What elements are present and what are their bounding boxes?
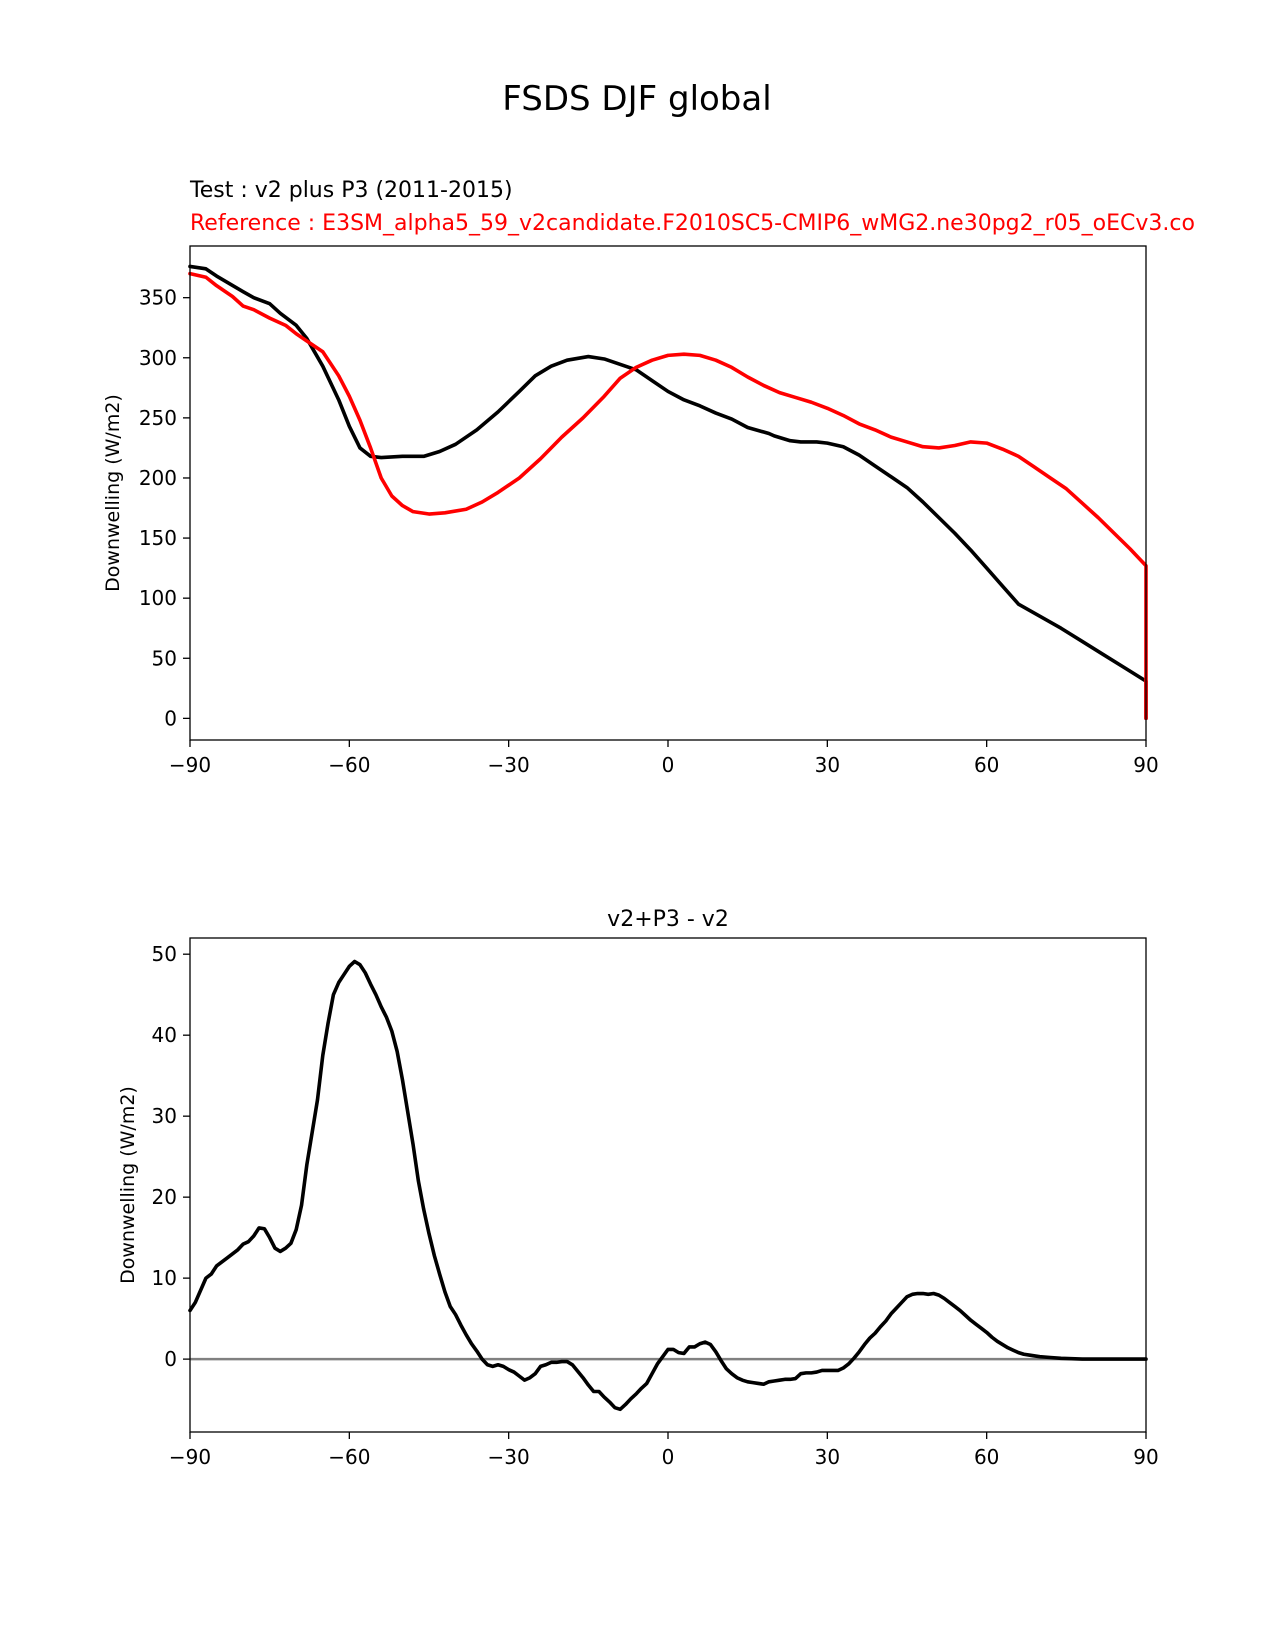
bottom-chart-x-tick-label: 30 [815, 1445, 840, 1469]
bottom-chart-y-axis-label: Downwelling (W/m2) [117, 1086, 139, 1284]
bottom-chart-series-line-difference [188, 959, 1148, 1412]
top-chart-x-tick-label: 60 [974, 753, 999, 777]
top-chart-y-axis-label: Downwelling (W/m2) [102, 394, 124, 592]
top-chart-x-tick-label: −60 [328, 753, 370, 777]
top-chart-series-line-test [188, 264, 1148, 721]
bottom-chart-panel: v2+P3 - v2 −90 −60 −30 0 30 60 90 01020304050 … [117, 907, 1159, 1469]
bottom-chart-y-tick-label: 50 [152, 942, 177, 966]
top-chart-x-tick-label: 30 [815, 753, 840, 777]
top-chart-y-tick-label: 200 [139, 466, 177, 490]
top-chart-x-axis: −90 −60 −30 0 30 60 90 [169, 740, 1159, 777]
bottom-chart-series-group [188, 959, 1148, 1412]
bottom-chart-x-tick-label: −30 [488, 1445, 530, 1469]
bottom-chart-title: v2+P3 - v2 [607, 907, 729, 932]
top-chart-panel: Test : v2 plus P3 (2011-2015) Reference … [102, 178, 1195, 777]
top-chart-y-tick-label: 350 [139, 286, 177, 310]
bottom-chart-x-tick-label: 0 [662, 1445, 675, 1469]
bottom-chart-y-tick-label: 20 [152, 1185, 177, 1209]
bottom-chart-y-tick-label: 30 [152, 1104, 177, 1128]
bottom-chart-x-axis: −90 −60 −30 0 30 60 90 [169, 1432, 1159, 1469]
top-chart-x-tick-label: −90 [169, 753, 211, 777]
bottom-chart-x-tick-label: −60 [328, 1445, 370, 1469]
bottom-chart-y-tick-label: 40 [152, 1023, 177, 1047]
top-chart-x-tick-label: −30 [488, 753, 530, 777]
top-chart-y-tick-label: 50 [152, 646, 177, 670]
top-chart-y-tick-label: 100 [139, 586, 177, 610]
top-chart-y-tick-label: 300 [139, 346, 177, 370]
top-chart-test-title: Test : v2 plus P3 (2011-2015) [189, 178, 513, 203]
bottom-chart-x-tick-label: 60 [974, 1445, 999, 1469]
bottom-chart-x-tick-label: 90 [1133, 1445, 1158, 1469]
bottom-chart-x-tick-label: −90 [169, 1445, 211, 1469]
figure-suptitle: FSDS DJF global [502, 79, 771, 119]
top-chart-x-tick-label: 90 [1133, 753, 1158, 777]
top-chart-y-axis: 0 50 100 150 200 250 300 350 [139, 286, 190, 730]
bottom-chart-y-tick-label: 0 [164, 1347, 177, 1371]
top-chart-reference-title: Reference : E3SM_alpha5_59_v2candidate.F… [190, 211, 1195, 236]
top-chart-y-tick-label: 250 [139, 406, 177, 430]
top-chart-x-tick-label: 0 [662, 753, 675, 777]
top-chart-y-tick-label: 150 [139, 526, 177, 550]
top-chart-y-tick-label: 0 [164, 706, 177, 730]
bottom-chart-y-tick-label: 10 [152, 1266, 177, 1290]
bottom-chart-y-axis: 0 10 20 30 40 50 [152, 942, 190, 1371]
